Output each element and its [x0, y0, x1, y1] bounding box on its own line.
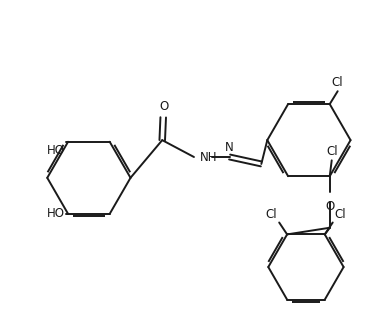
- Text: Cl: Cl: [335, 208, 346, 220]
- Text: HO: HO: [47, 207, 65, 220]
- Text: Cl: Cl: [332, 76, 344, 89]
- Text: O: O: [159, 100, 169, 113]
- Text: Cl: Cl: [265, 208, 277, 220]
- Text: O: O: [325, 200, 334, 213]
- Text: NH: NH: [200, 151, 217, 165]
- Text: HO: HO: [47, 144, 65, 157]
- Text: Cl: Cl: [326, 145, 338, 158]
- Text: N: N: [225, 141, 234, 154]
